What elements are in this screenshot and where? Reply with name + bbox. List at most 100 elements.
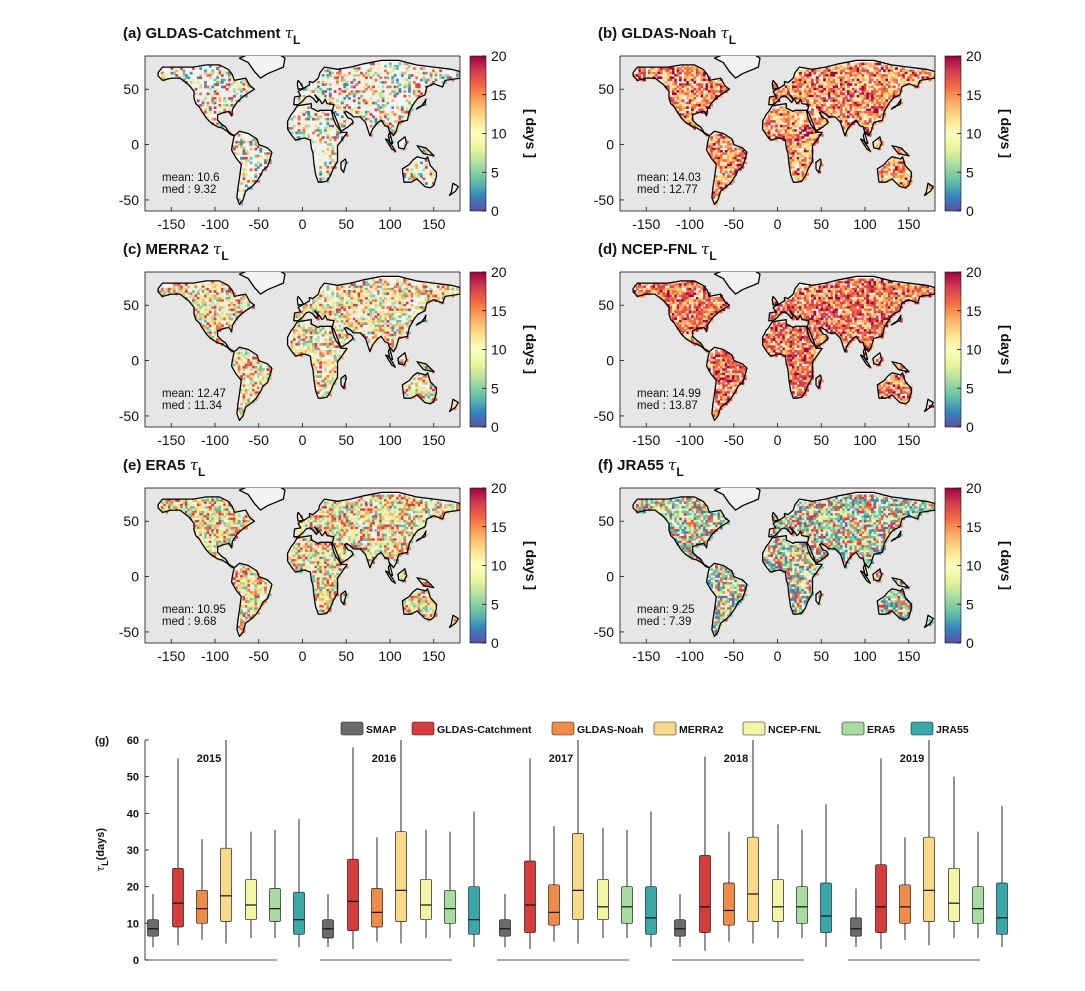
coastline-north-america: [632, 280, 731, 353]
land-japan: [891, 315, 901, 326]
legend-swatch: [411, 721, 435, 736]
box-iqr: [293, 891, 305, 935]
coastline-south-america: [705, 346, 748, 422]
colorbar-tick-label: 0: [966, 203, 974, 219]
coastline-greenland: [713, 488, 761, 511]
coastline-australia: [876, 156, 913, 189]
tau-subscript: L: [221, 249, 228, 263]
x-tick-label: -50: [249, 648, 269, 664]
data-pixels: [158, 278, 460, 417]
box-group-2015: 2015: [145, 740, 305, 961]
median-value: med : 9.32: [162, 184, 216, 196]
x-tick-label: 100: [378, 432, 402, 448]
mean-value: mean: 14.99: [637, 388, 701, 400]
coastline-eurasia: [768, 275, 935, 361]
legend-label: MERRA2: [679, 724, 723, 736]
legend-item: MERRA2: [653, 721, 723, 736]
box-iqr: [850, 917, 862, 937]
box-iqr: [747, 836, 759, 922]
x-tick-label: 100: [853, 648, 877, 664]
box-iqr: [875, 864, 887, 933]
box-iqr: [147, 919, 159, 937]
year-label: 2018: [724, 753, 748, 765]
x-tick-label: 100: [853, 432, 877, 448]
legend-label: ERA5: [867, 724, 895, 736]
colorbar-tick-label: 10: [966, 126, 982, 142]
tau-symbol: τ: [701, 240, 710, 258]
coastline-madagascar: [815, 374, 822, 389]
coastline-greenland: [713, 272, 761, 295]
legend-swatch: [653, 721, 677, 736]
y-axis-label: τL(days): [94, 828, 110, 872]
tau-symbol: τ: [190, 456, 199, 474]
coastline-australia: [401, 588, 438, 621]
x-tick-label: -100: [676, 216, 704, 232]
coastline-australia: [876, 588, 913, 621]
coastline-south-america: [230, 562, 273, 638]
box-merra2: [923, 740, 935, 946]
box-jra55: [996, 806, 1008, 948]
mean-value: mean: 10.95: [162, 604, 226, 616]
y-tick-label: -50: [594, 408, 614, 424]
x-tick-label: -50: [249, 216, 269, 232]
colorbar-tick-label: 15: [966, 519, 982, 535]
legend-swatch: [841, 721, 865, 736]
y-tick-label: 20: [127, 882, 139, 894]
legend-item: JRA55: [910, 721, 969, 736]
coastline-new-zealand: [923, 182, 934, 197]
land-greenland: [714, 272, 760, 295]
box-jra55: [820, 804, 832, 948]
x-tick-label: -150: [632, 432, 660, 448]
legend-label: GLDAS-Catchment: [437, 724, 532, 736]
map-panel-f: (f) JRA55 τL-150 -100 -50 0 50 100 150500-50me…: [594, 456, 1014, 664]
land-north-america: [158, 64, 255, 136]
coastline-greenland: [713, 56, 761, 79]
colorbar-tick-label: 0: [491, 635, 499, 651]
mean-value: mean: 12.47: [162, 388, 226, 400]
colorbar-tick-label: 20: [491, 480, 507, 496]
coastline-new-guinea: [891, 145, 910, 157]
year-label: 2015: [197, 753, 221, 765]
x-tick-label: -50: [249, 432, 269, 448]
box-merra2: [395, 740, 407, 944]
coastline-british-isles: [771, 79, 780, 90]
coastline-japan: [415, 98, 427, 110]
coastline-japan: [415, 530, 427, 542]
coastline-new-zealand: [923, 614, 934, 629]
land-british-isles: [297, 296, 304, 306]
y-tick-label: 0: [131, 137, 139, 153]
land-japan: [891, 531, 901, 542]
legend-label: GLDAS-Noah: [577, 724, 644, 736]
coastline-new-guinea: [416, 577, 435, 589]
coastline-africa: [761, 102, 823, 183]
box-ncep-fnl: [245, 831, 257, 938]
box-iqr: [572, 833, 584, 921]
box-smap: [322, 894, 334, 948]
colorbar-tick-label: 5: [966, 380, 974, 396]
tau-subscript: L: [709, 249, 716, 263]
x-tick-label: 0: [299, 216, 307, 232]
box-group-2018: 2018: [672, 740, 832, 961]
box-smap: [674, 894, 686, 948]
coastline-borneo: [397, 352, 408, 366]
box-iqr: [524, 860, 536, 933]
tau-subscript: L: [198, 465, 205, 479]
y-tick-label: 0: [131, 353, 139, 369]
box-iqr: [674, 919, 686, 937]
box-merra2: [572, 740, 584, 944]
box-gldas-catchment: [524, 758, 536, 949]
coastline-japan: [890, 530, 902, 542]
y-tick-label: 50: [123, 297, 139, 313]
coastline-borneo: [872, 568, 883, 582]
y-tick-label: 30: [127, 845, 139, 857]
coastline-new-guinea: [891, 577, 910, 589]
y-tick-label: 50: [598, 513, 614, 529]
land-greenland: [714, 56, 760, 79]
box-iqr: [899, 884, 911, 924]
legend: SMAP GLDAS-Catchment GLDAS-Noah MERRA2 NCEP-…: [340, 721, 969, 736]
coastline-japan: [415, 314, 427, 326]
box-iqr: [499, 919, 511, 937]
coastline-north-america: [157, 280, 256, 353]
y-tick-label: 0: [606, 569, 614, 585]
coastline-madagascar: [815, 158, 822, 173]
